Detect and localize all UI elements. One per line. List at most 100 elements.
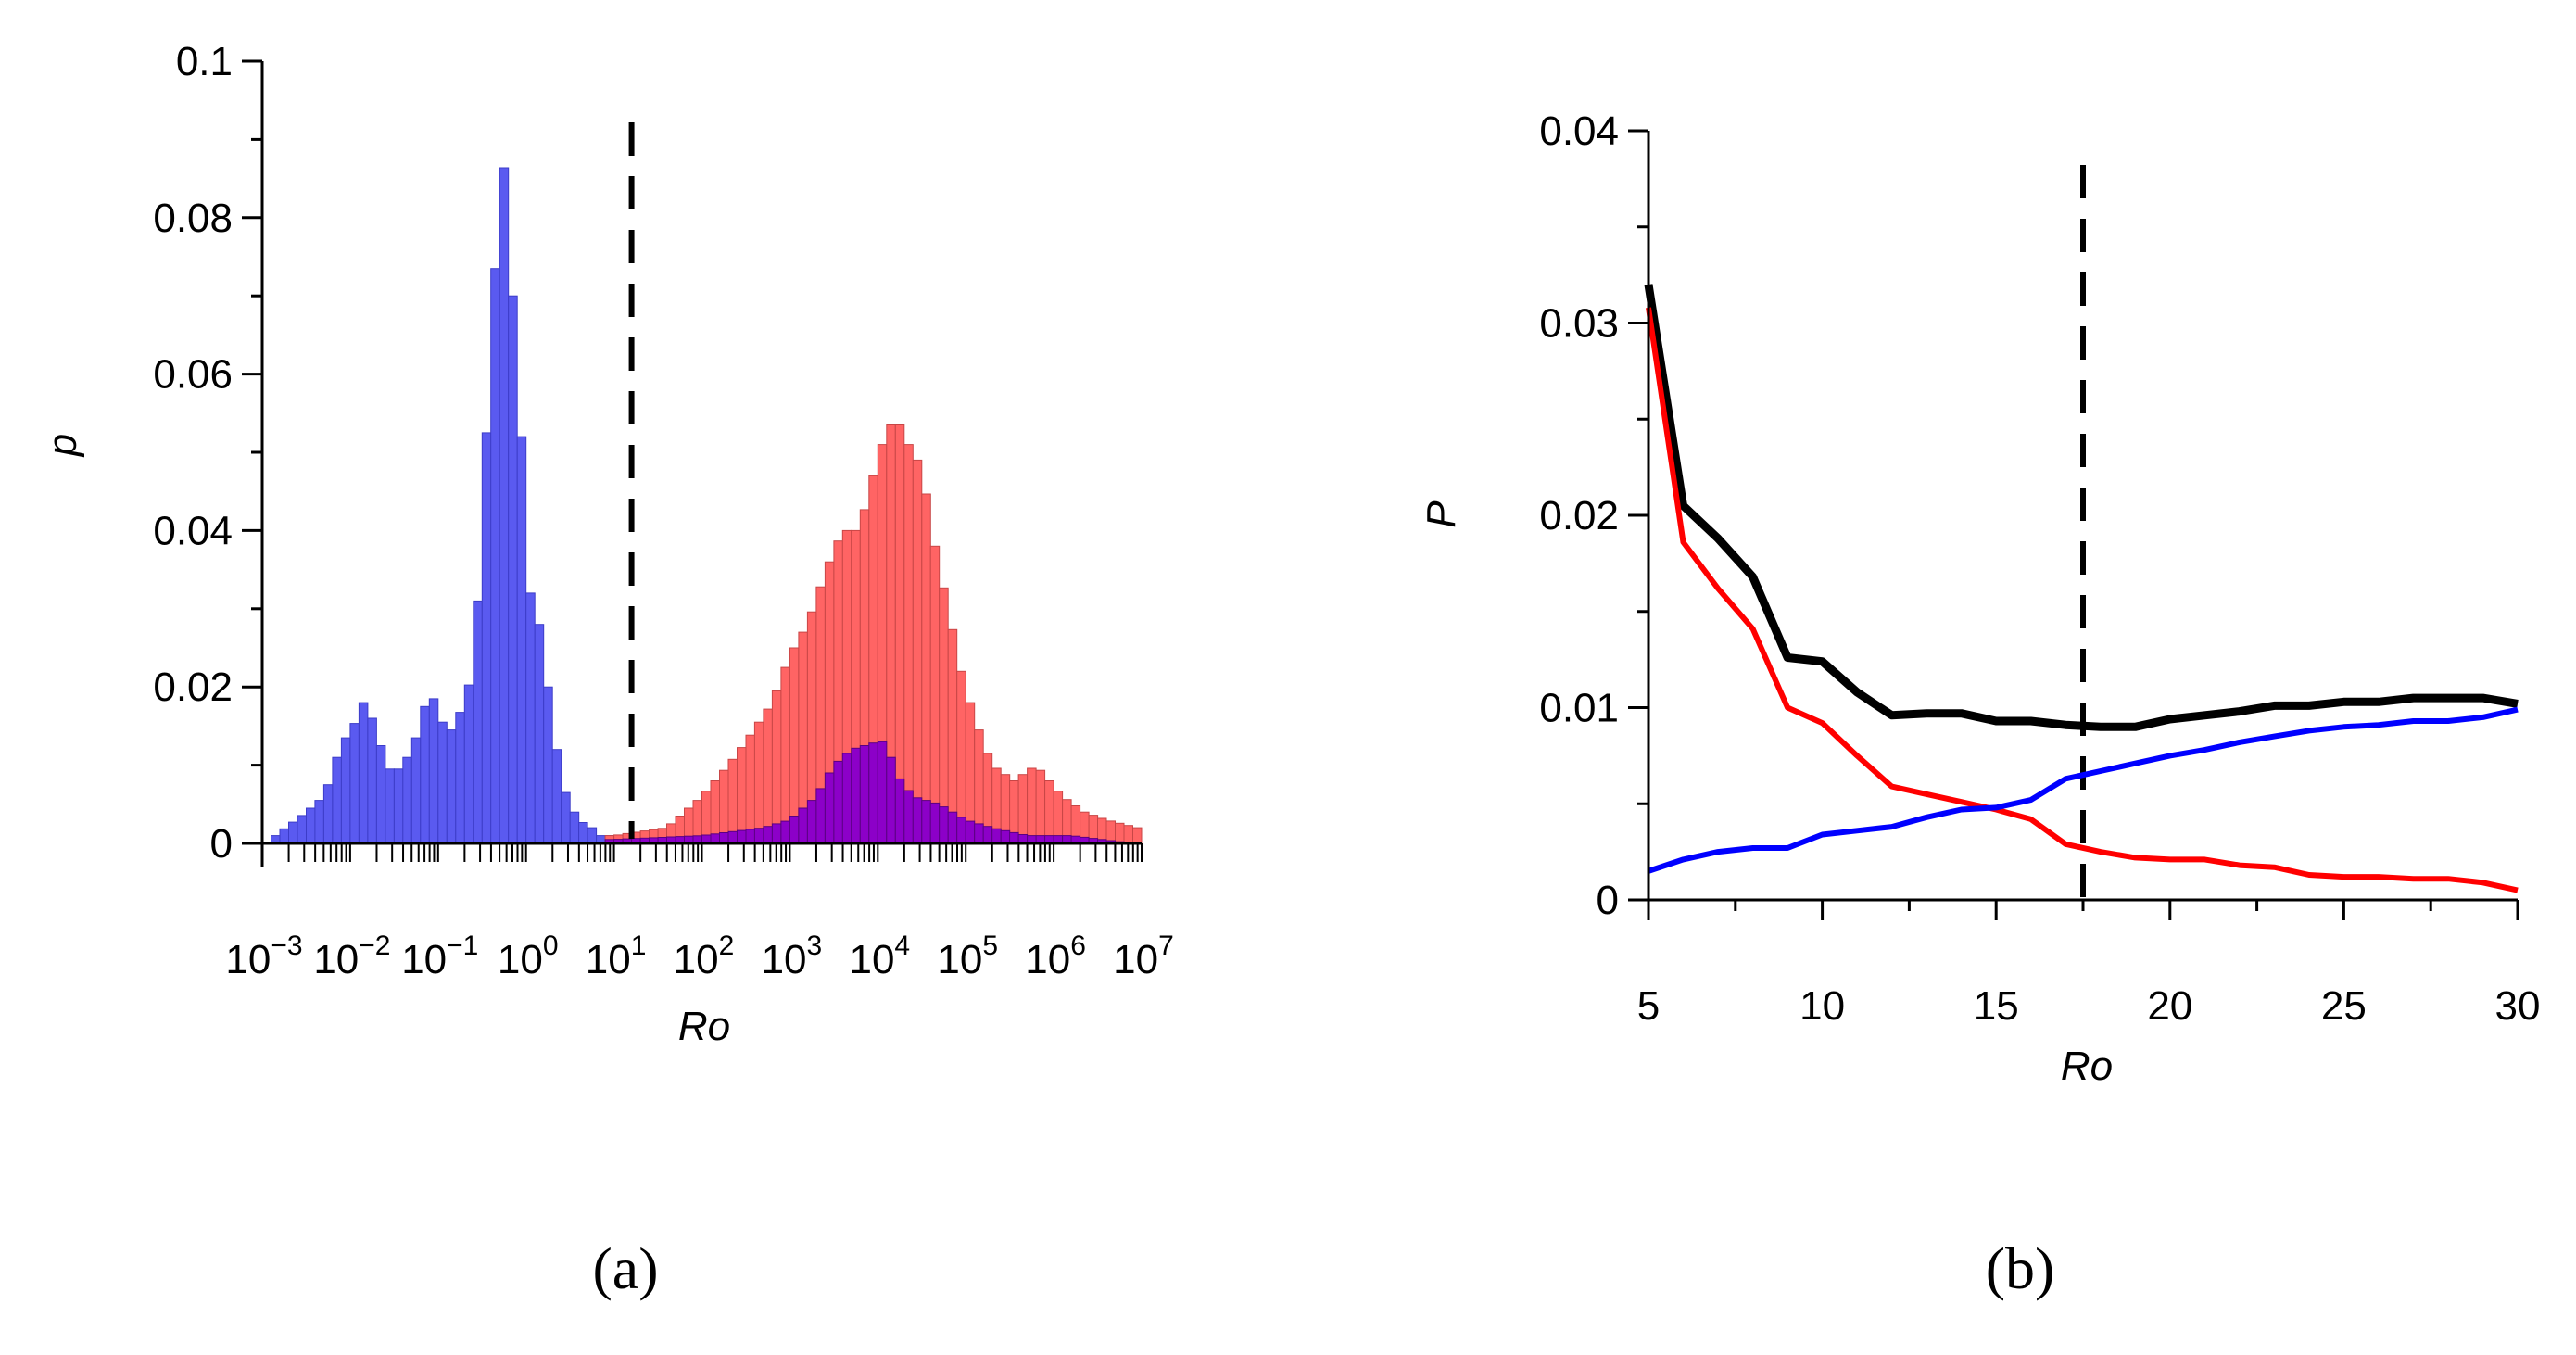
- chart-a-bar: [710, 833, 720, 844]
- chart-a-y-tick-label: 0.04: [153, 508, 233, 553]
- chart-a-bar: [753, 721, 764, 844]
- chart-a-x-tick-label: 105: [937, 931, 998, 982]
- chart-a-series-blue: [271, 167, 650, 844]
- chart-b-x-tick-label: 25: [2321, 983, 2367, 1029]
- chart-a-bar: [437, 721, 448, 844]
- chart-a-bar: [385, 768, 395, 844]
- chart-a-bar: [1017, 774, 1029, 844]
- chart-a-bar: [727, 758, 738, 844]
- chart-a-bar: [375, 745, 386, 844]
- chart-b-y-tick-label: 0: [1597, 878, 1619, 923]
- chart-a-bar: [332, 756, 342, 844]
- chart-a-y-ticks: 0 0.02 0.04 0.06 0.08 0.1: [153, 39, 262, 867]
- chart-b-series: [1644, 284, 2519, 893]
- chart-b-y-tick-label: 0.04: [1539, 108, 1619, 154]
- chart-a-bar: [982, 826, 993, 844]
- chart-a-bar: [428, 698, 439, 844]
- chart-a-y-tick-label: 0.02: [153, 665, 233, 710]
- chart-a-bar: [974, 823, 984, 844]
- chart-a-bar: [912, 459, 923, 844]
- chart-a-bar: [516, 436, 527, 844]
- chart-a-bar: [587, 827, 598, 844]
- chart-b-y-tick-label: 0.01: [1539, 686, 1619, 731]
- chart-a-y-tick-label: 0.06: [153, 352, 233, 398]
- chart-b-panel-label: (b): [1986, 1235, 2055, 1301]
- chart-a-bar: [798, 807, 808, 844]
- chart-a-bar: [886, 756, 896, 844]
- chart-a-bar: [877, 741, 888, 844]
- chart-a-bar: [789, 816, 800, 844]
- chart-a-bar: [912, 797, 923, 844]
- chart-a-bar: [1105, 820, 1116, 844]
- chart-a-x-tick-label: 103: [762, 931, 823, 982]
- chart-a-bar: [921, 493, 931, 844]
- chart-a-bar: [578, 822, 588, 844]
- chart-b: 0 0.01 0.02 0.03 0.04 5 10 15 20 25 30 Ro P (b): [1419, 108, 2540, 1301]
- chart-a-bar: [508, 295, 518, 844]
- chart-a-x-tick-label: 102: [674, 931, 735, 982]
- chart-a-bar: [780, 820, 790, 844]
- chart-a-series-red: [604, 424, 1143, 844]
- chart-a-x-tick-label: 100: [498, 931, 559, 982]
- chart-a-bar: [947, 628, 958, 844]
- chart-a-bar: [420, 705, 430, 844]
- chart-a-bar: [851, 747, 861, 844]
- chart-a-y-tick-label: 0.1: [176, 39, 233, 84]
- chart-a-bar: [745, 734, 755, 844]
- chart-a-bar: [358, 702, 369, 844]
- chart-a-y-axis-title: p: [40, 434, 85, 458]
- chart-a-bar: [903, 790, 914, 844]
- chart-a-bar: [824, 772, 835, 844]
- chart-a-bar: [1123, 825, 1133, 844]
- chart-a-bar: [737, 829, 747, 844]
- chart-a-bar: [314, 800, 324, 844]
- chart-a-bar: [551, 749, 562, 844]
- chart-a-x-tick-label: 107: [1113, 931, 1174, 982]
- chart-a-bar: [288, 821, 298, 844]
- chart-a-bar: [297, 815, 307, 844]
- chart-a-bar: [410, 737, 422, 844]
- chart-a-bar: [947, 811, 958, 844]
- chart-a-bar: [833, 760, 843, 844]
- chart-a-bar: [306, 807, 316, 844]
- chart-b-x-tick-label: 30: [2495, 983, 2541, 1029]
- chart-a-bar: [771, 690, 782, 844]
- chart-a-bar: [956, 817, 966, 844]
- chart-a-x-tick-label: 104: [849, 931, 910, 982]
- chart-a-x-tick-label: 10−3: [225, 931, 302, 982]
- chart-a-bar: [965, 820, 976, 844]
- chart-b-x-ticks: 5 10 15 20 25 30: [1637, 900, 2541, 1029]
- chart-a-bar: [789, 647, 800, 844]
- chart-a-bar: [1000, 829, 1011, 844]
- chart-a-bar: [745, 829, 755, 844]
- chart-a-bar: [815, 788, 826, 844]
- chart-a-y-tick-label: 0: [210, 821, 233, 867]
- chart-a-bar: [1035, 769, 1046, 844]
- chart-a-bars: [271, 167, 1143, 844]
- chart-a-bar: [859, 745, 870, 844]
- chart-a-series-purple: [604, 741, 1133, 844]
- chart-a-bar: [771, 823, 782, 844]
- chart-a-bar: [349, 723, 360, 844]
- chart-b-x-tick-label: 20: [2147, 983, 2192, 1029]
- chart-a-bar: [921, 800, 931, 844]
- chart-a-x-ticks: 10−3 10−2 10−1 100 101 102 103 104 105 106 107: [225, 843, 1174, 982]
- chart-a-bar: [806, 800, 817, 844]
- chart-a-bar: [1115, 822, 1125, 844]
- chart-a-panel-label: (a): [592, 1235, 658, 1301]
- chart-a-bar: [737, 747, 747, 844]
- chart-b-x-tick-label: 5: [1637, 983, 1660, 1029]
- chart-a-bar: [455, 712, 465, 844]
- chart-a-bar: [1009, 831, 1019, 844]
- chart-a-x-tick-label: 10−1: [401, 931, 478, 982]
- chart-b-x-axis-title: Ro: [2061, 1044, 2113, 1089]
- chart-a-bar: [894, 778, 905, 844]
- chart-b-y-ticks: 0 0.01 0.02 0.03 0.04: [1539, 108, 1648, 923]
- chart-a-x-tick-label: 106: [1025, 931, 1086, 982]
- chart-a-bar: [1027, 767, 1037, 844]
- chart-a-axes: [260, 61, 1142, 867]
- chart-a-x-tick-label: 10−2: [313, 931, 390, 982]
- chart-a-x-tick-label: 101: [586, 931, 647, 982]
- chart-a-bar: [719, 832, 729, 844]
